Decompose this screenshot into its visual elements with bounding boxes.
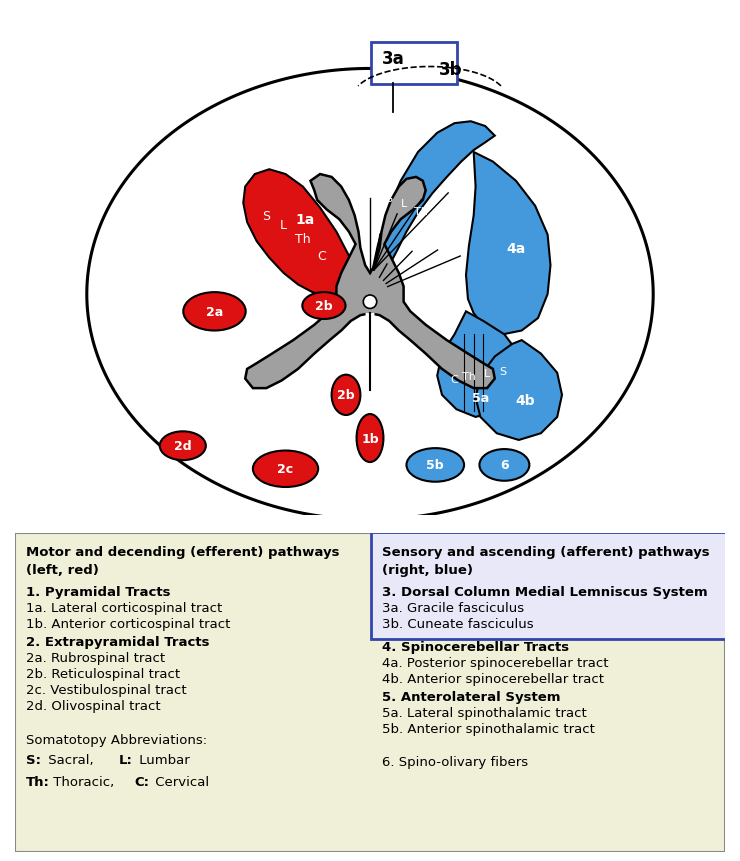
Ellipse shape <box>406 449 464 482</box>
Circle shape <box>363 295 377 309</box>
Text: C:: C: <box>135 775 149 788</box>
Text: 4a: 4a <box>506 242 525 256</box>
Text: 2a. Rubrospinal tract: 2a. Rubrospinal tract <box>27 651 166 665</box>
Text: L:: L: <box>118 753 132 765</box>
Polygon shape <box>476 341 562 441</box>
Text: 5. Anterolateral System: 5. Anterolateral System <box>382 691 560 703</box>
Text: 2a: 2a <box>206 306 223 319</box>
Text: L: L <box>280 220 287 232</box>
Text: (left, red): (left, red) <box>27 564 99 577</box>
Text: 2b. Reticulospinal tract: 2b. Reticulospinal tract <box>27 667 181 680</box>
Text: Cervical: Cervical <box>151 775 209 788</box>
Text: Motor and decending (efferent) pathways: Motor and decending (efferent) pathways <box>27 546 340 559</box>
Text: S: S <box>386 194 393 204</box>
Text: 2d: 2d <box>174 440 192 453</box>
Text: C: C <box>443 220 451 231</box>
Text: Lumbar: Lumbar <box>135 753 189 765</box>
Text: C: C <box>317 250 326 263</box>
Text: L: L <box>484 369 490 378</box>
Text: Th: Th <box>295 232 311 245</box>
Polygon shape <box>437 312 522 418</box>
Text: 4b. Anterior spinocerebellar tract: 4b. Anterior spinocerebellar tract <box>382 672 604 685</box>
Ellipse shape <box>160 432 206 461</box>
Ellipse shape <box>184 293 246 331</box>
Text: 6: 6 <box>500 459 508 472</box>
Polygon shape <box>245 175 495 388</box>
Text: 5b. Anterior spinothalamic tract: 5b. Anterior spinothalamic tract <box>382 722 594 735</box>
Text: 5b: 5b <box>426 459 444 472</box>
Text: (right, blue): (right, blue) <box>382 564 473 577</box>
Text: Somatotopy Abbreviations:: Somatotopy Abbreviations: <box>27 733 207 746</box>
FancyBboxPatch shape <box>371 533 726 640</box>
Text: 1b: 1b <box>361 432 379 445</box>
Text: Th: Th <box>414 207 428 216</box>
Text: 2. Extrapyramidal Tracts: 2. Extrapyramidal Tracts <box>27 635 210 648</box>
Text: Thoracic,: Thoracic, <box>50 775 119 788</box>
Text: S: S <box>499 367 506 376</box>
Ellipse shape <box>332 375 360 416</box>
Text: 5a: 5a <box>472 392 489 405</box>
Text: Sacral,: Sacral, <box>44 753 98 765</box>
Text: Th:: Th: <box>27 775 50 788</box>
Text: 4a. Posterior spinocerebellar tract: 4a. Posterior spinocerebellar tract <box>382 656 608 669</box>
Text: 1a: 1a <box>295 213 314 227</box>
FancyBboxPatch shape <box>371 42 457 84</box>
Text: 6. Spino-olivary fibers: 6. Spino-olivary fibers <box>382 755 528 768</box>
Text: C: C <box>451 374 458 384</box>
Polygon shape <box>243 170 356 297</box>
Text: 2c. Vestibulospinal tract: 2c. Vestibulospinal tract <box>27 683 187 697</box>
Polygon shape <box>87 70 653 520</box>
Polygon shape <box>372 122 495 274</box>
Polygon shape <box>466 152 551 335</box>
Text: S: S <box>262 209 270 222</box>
Text: L: L <box>400 199 407 208</box>
Text: 1b. Anterior corticospinal tract: 1b. Anterior corticospinal tract <box>27 617 231 630</box>
Text: Th: Th <box>462 371 476 381</box>
Text: 3. Dorsal Column Medial Lemniscus System: 3. Dorsal Column Medial Lemniscus System <box>382 585 707 598</box>
Text: 2b: 2b <box>315 300 333 313</box>
Text: 5a. Lateral spinothalamic tract: 5a. Lateral spinothalamic tract <box>382 706 586 719</box>
Text: 1a. Lateral corticospinal tract: 1a. Lateral corticospinal tract <box>27 602 223 615</box>
Ellipse shape <box>357 414 383 462</box>
Text: 3b. Cuneate fasciculus: 3b. Cuneate fasciculus <box>382 617 533 630</box>
Text: 2c: 2c <box>278 462 294 476</box>
Text: 2d. Olivospinal tract: 2d. Olivospinal tract <box>27 699 161 712</box>
Ellipse shape <box>480 449 529 481</box>
Ellipse shape <box>253 451 318 487</box>
Text: 4b: 4b <box>516 393 535 407</box>
Ellipse shape <box>303 293 346 319</box>
Text: 3a. Gracile fasciculus: 3a. Gracile fasciculus <box>382 602 524 615</box>
Text: 1. Pyramidal Tracts: 1. Pyramidal Tracts <box>27 585 171 598</box>
Text: Sensory and ascending (afferent) pathways: Sensory and ascending (afferent) pathway… <box>382 546 709 559</box>
Text: 3b: 3b <box>439 61 462 79</box>
Text: 2b: 2b <box>337 389 354 402</box>
Polygon shape <box>366 314 374 381</box>
Text: S:: S: <box>27 753 41 765</box>
FancyBboxPatch shape <box>15 534 725 852</box>
Text: 4. Spinocerebellar Tracts: 4. Spinocerebellar Tracts <box>382 641 568 653</box>
Text: 3a: 3a <box>382 50 405 68</box>
